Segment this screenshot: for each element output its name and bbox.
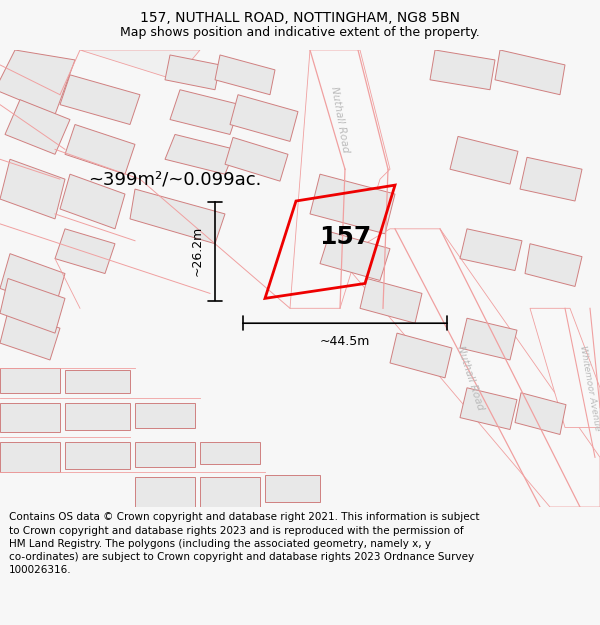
Text: ~26.2m: ~26.2m: [191, 226, 203, 276]
Polygon shape: [55, 229, 115, 274]
Polygon shape: [450, 136, 518, 184]
Polygon shape: [310, 174, 395, 234]
Polygon shape: [165, 134, 235, 174]
Polygon shape: [60, 75, 140, 124]
Polygon shape: [0, 402, 60, 432]
Polygon shape: [130, 189, 225, 244]
Polygon shape: [460, 388, 517, 429]
Polygon shape: [430, 50, 495, 90]
Polygon shape: [525, 244, 582, 286]
Polygon shape: [495, 50, 565, 95]
Polygon shape: [0, 368, 60, 392]
Text: Nuthall Road: Nuthall Road: [329, 86, 351, 154]
Polygon shape: [0, 159, 65, 219]
Polygon shape: [135, 478, 195, 507]
Polygon shape: [0, 279, 65, 333]
Text: 157, NUTHALL ROAD, NOTTINGHAM, NG8 5BN: 157, NUTHALL ROAD, NOTTINGHAM, NG8 5BN: [140, 11, 460, 25]
Polygon shape: [80, 50, 200, 80]
Polygon shape: [165, 55, 220, 90]
Polygon shape: [60, 174, 125, 229]
Polygon shape: [200, 478, 260, 507]
Polygon shape: [200, 442, 260, 464]
Polygon shape: [0, 50, 75, 114]
Polygon shape: [230, 95, 298, 141]
Polygon shape: [65, 370, 130, 392]
Polygon shape: [0, 254, 65, 308]
Polygon shape: [390, 333, 452, 378]
Polygon shape: [225, 138, 288, 181]
Polygon shape: [530, 308, 600, 428]
Polygon shape: [65, 402, 130, 429]
Polygon shape: [265, 475, 320, 502]
Polygon shape: [135, 402, 195, 428]
Text: 157: 157: [319, 225, 371, 249]
Polygon shape: [135, 442, 195, 468]
Polygon shape: [460, 229, 522, 271]
Polygon shape: [0, 311, 60, 360]
Polygon shape: [320, 232, 390, 281]
Polygon shape: [340, 229, 600, 507]
Polygon shape: [520, 158, 582, 201]
Polygon shape: [360, 279, 422, 323]
Polygon shape: [5, 99, 70, 154]
Polygon shape: [290, 50, 390, 308]
Polygon shape: [65, 442, 130, 469]
Polygon shape: [65, 124, 135, 174]
Text: Whitemoor Avenue: Whitemoor Avenue: [578, 344, 600, 431]
Polygon shape: [215, 55, 275, 95]
Polygon shape: [0, 442, 60, 472]
Text: Contains OS data © Crown copyright and database right 2021. This information is : Contains OS data © Crown copyright and d…: [9, 512, 479, 575]
Text: ~44.5m: ~44.5m: [320, 334, 370, 348]
Polygon shape: [170, 90, 240, 134]
Polygon shape: [460, 318, 517, 360]
Text: Nuthall Road: Nuthall Road: [455, 344, 485, 411]
Text: Map shows position and indicative extent of the property.: Map shows position and indicative extent…: [120, 26, 480, 39]
Polygon shape: [515, 392, 566, 434]
Text: ~399m²/~0.099ac.: ~399m²/~0.099ac.: [88, 170, 262, 188]
